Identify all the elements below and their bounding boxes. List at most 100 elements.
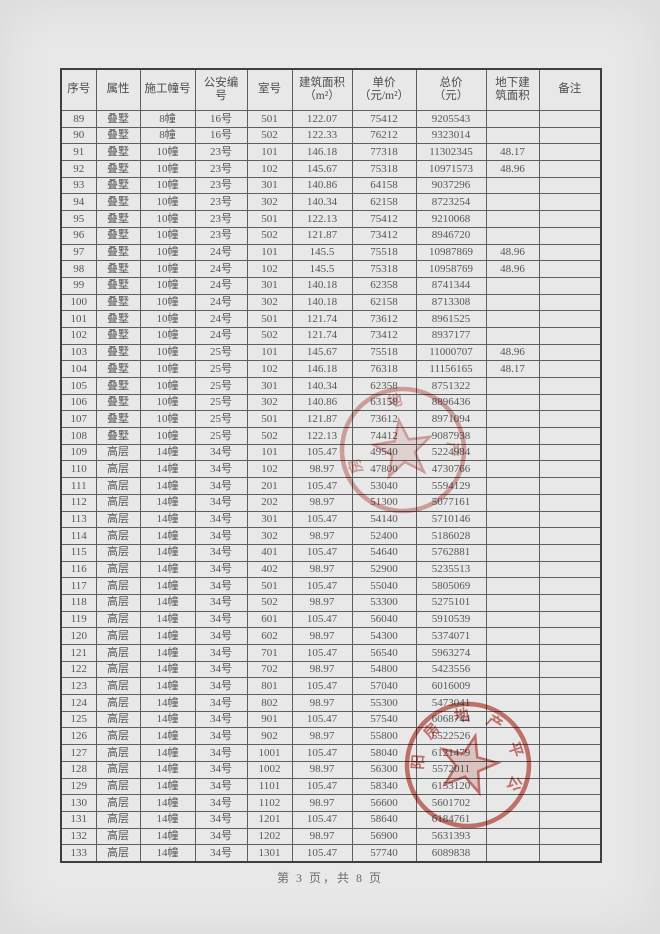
- cell-construction-building-no: 14幢: [139, 543, 196, 562]
- table-row: 112 高层 14幢 34号 202 98.97 51300 5077161: [60, 493, 602, 512]
- cell-remark: [538, 493, 602, 512]
- table-row: 106 叠墅 10幢 25号 302 140.86 63158 8896436: [60, 393, 602, 412]
- cell-room-no: 102: [246, 160, 293, 178]
- table-header-row: 序号 属性 施工幢号 公安编号室号 建筑面积 （m²） 单价 （元/m²） 总价 （元） 地下建 筑面…: [60, 68, 602, 111]
- cell-floor-area: 98.97: [291, 593, 353, 612]
- cell-floor-area: 145.5: [291, 243, 353, 262]
- cell-basement-area: [485, 193, 540, 212]
- cell-serial-no: 122: [60, 660, 97, 679]
- col-header-police-no: 公安编号: [194, 68, 248, 111]
- cell-remark: [538, 143, 602, 162]
- cell-total-price: 6121479: [415, 744, 487, 762]
- cell-serial-no: 113: [60, 510, 97, 529]
- cell-floor-area: 140.86: [291, 176, 353, 195]
- cell-floor-area: 122.07: [291, 110, 353, 128]
- cell-property-type: 叠墅: [95, 326, 141, 345]
- cell-property-type: 叠墅: [95, 293, 141, 312]
- cell-remark: [538, 126, 602, 145]
- cell-total-price: 5594129: [415, 477, 487, 495]
- cell-remark: [538, 560, 602, 579]
- cell-construction-building-no: 10幢: [139, 276, 196, 295]
- cell-serial-no: 106: [60, 393, 97, 412]
- cell-basement-area: [485, 827, 540, 846]
- cell-floor-area: 98.97: [291, 527, 353, 545]
- cell-room-no: 1301: [246, 844, 293, 863]
- page-footer: 第 3 页，共 8 页: [276, 871, 383, 885]
- cell-property-type: 叠墅: [95, 427, 141, 445]
- cell-room-no: 402: [246, 560, 293, 579]
- cell-unit-price: 75318: [351, 260, 417, 278]
- table-row: 96 叠墅 10幢 23号 502 121.87 73412 8946720: [60, 226, 602, 245]
- cell-floor-area: 140.34: [291, 193, 353, 212]
- cell-remark: [538, 627, 602, 645]
- cell-remark: [538, 644, 602, 662]
- cell-room-no: 501: [246, 310, 293, 328]
- cell-property-type: 高层: [95, 727, 141, 746]
- cell-property-type: 高层: [95, 827, 141, 846]
- table-row: 95 叠墅 10幢 23号 501 122.13 75412 9210068: [60, 210, 602, 228]
- table-row: 109 高层 14幢 34号 101 105.47 49540 5224984: [60, 443, 602, 462]
- cell-construction-building-no: 10幢: [139, 210, 196, 228]
- price-table: 序号 属性 施工幢号 公安编号室号 建筑面积 （m²） 单价 （元/m²） 总价 （元） 地下建 筑面…: [60, 68, 602, 863]
- cell-property-type: 叠墅: [95, 243, 141, 262]
- cell-basement-area: [485, 593, 540, 612]
- cell-construction-building-no: 10幢: [139, 193, 196, 212]
- cell-total-price: 11000707: [415, 343, 487, 362]
- cell-construction-building-no: 8幢: [139, 110, 196, 128]
- cell-construction-building-no: 14幢: [139, 694, 196, 712]
- cell-total-price: 8961525: [415, 310, 487, 328]
- table-row: 110 高层 14幢 34号 102 98.97 47800 4730766: [60, 460, 602, 479]
- cell-police-no: 34号: [194, 660, 248, 679]
- cell-basement-area: [485, 510, 540, 529]
- cell-construction-building-no: 10幢: [139, 377, 196, 395]
- cell-serial-no: 91: [60, 143, 97, 162]
- table-row: 107 叠墅 10幢 25号 501 121.87 73612 8971094: [60, 410, 602, 429]
- cell-floor-area: 122.13: [291, 427, 353, 445]
- cell-room-no: 602: [246, 627, 293, 645]
- table-row: 128 高层 14幢 34号 1002 98.97 56300 5572011: [60, 760, 602, 779]
- cell-total-price: 9087938: [415, 427, 487, 445]
- cell-basement-area: [485, 393, 540, 412]
- cell-unit-price: 51300: [351, 493, 417, 512]
- cell-basement-area: [485, 777, 540, 796]
- cell-basement-area: [485, 210, 540, 228]
- cell-construction-building-no: 14幢: [139, 460, 196, 479]
- cell-basement-area: [485, 710, 540, 729]
- cell-police-no: 25号: [194, 377, 248, 395]
- cell-property-type: 高层: [95, 710, 141, 729]
- cell-floor-area: 121.74: [291, 326, 353, 345]
- cell-remark: [538, 844, 602, 863]
- cell-property-type: 叠墅: [95, 276, 141, 295]
- cell-serial-no: 96: [60, 226, 97, 245]
- cell-serial-no: 111: [60, 477, 97, 495]
- cell-remark: [538, 794, 602, 812]
- cell-floor-area: 140.18: [291, 293, 353, 312]
- cell-police-no: 23号: [194, 193, 248, 212]
- cell-unit-price: 58040: [351, 744, 417, 762]
- table-row: 122 高层 14幢 34号 702 98.97 54800 5423556: [60, 660, 602, 679]
- cell-unit-price: 58640: [351, 810, 417, 829]
- table-row: 108 叠墅 10幢 25号 502 122.13 74412 9087938: [60, 427, 602, 445]
- cell-property-type: 高层: [95, 810, 141, 829]
- table-row: 131 高层 14幢 34号 1201 105.47 58640 6184761: [60, 810, 602, 829]
- cell-construction-building-no: 14幢: [139, 443, 196, 462]
- cell-room-no: 701: [246, 644, 293, 662]
- cell-property-type: 高层: [95, 443, 141, 462]
- cell-serial-no: 127: [60, 744, 97, 762]
- table-row: 91 叠墅 10幢 23号 101 146.18 77318 11302345 48.17: [60, 143, 602, 162]
- cell-basement-area: [485, 810, 540, 829]
- cell-floor-area: 105.47: [291, 443, 353, 462]
- cell-police-no: 34号: [194, 610, 248, 629]
- cell-serial-no: 124: [60, 694, 97, 712]
- cell-serial-no: 116: [60, 560, 97, 579]
- cell-room-no: 502: [246, 226, 293, 245]
- table-row: 117 高层 14幢 34号 501 105.47 55040 5805069: [60, 577, 602, 595]
- cell-property-type: 高层: [95, 744, 141, 762]
- cell-floor-area: 98.97: [291, 460, 353, 479]
- cell-serial-no: 120: [60, 627, 97, 645]
- cell-unit-price: 62358: [351, 276, 417, 295]
- cell-remark: [538, 276, 602, 295]
- cell-total-price: 10971573: [415, 160, 487, 178]
- cell-total-price: 5423556: [415, 660, 487, 679]
- cell-construction-building-no: 10幢: [139, 260, 196, 278]
